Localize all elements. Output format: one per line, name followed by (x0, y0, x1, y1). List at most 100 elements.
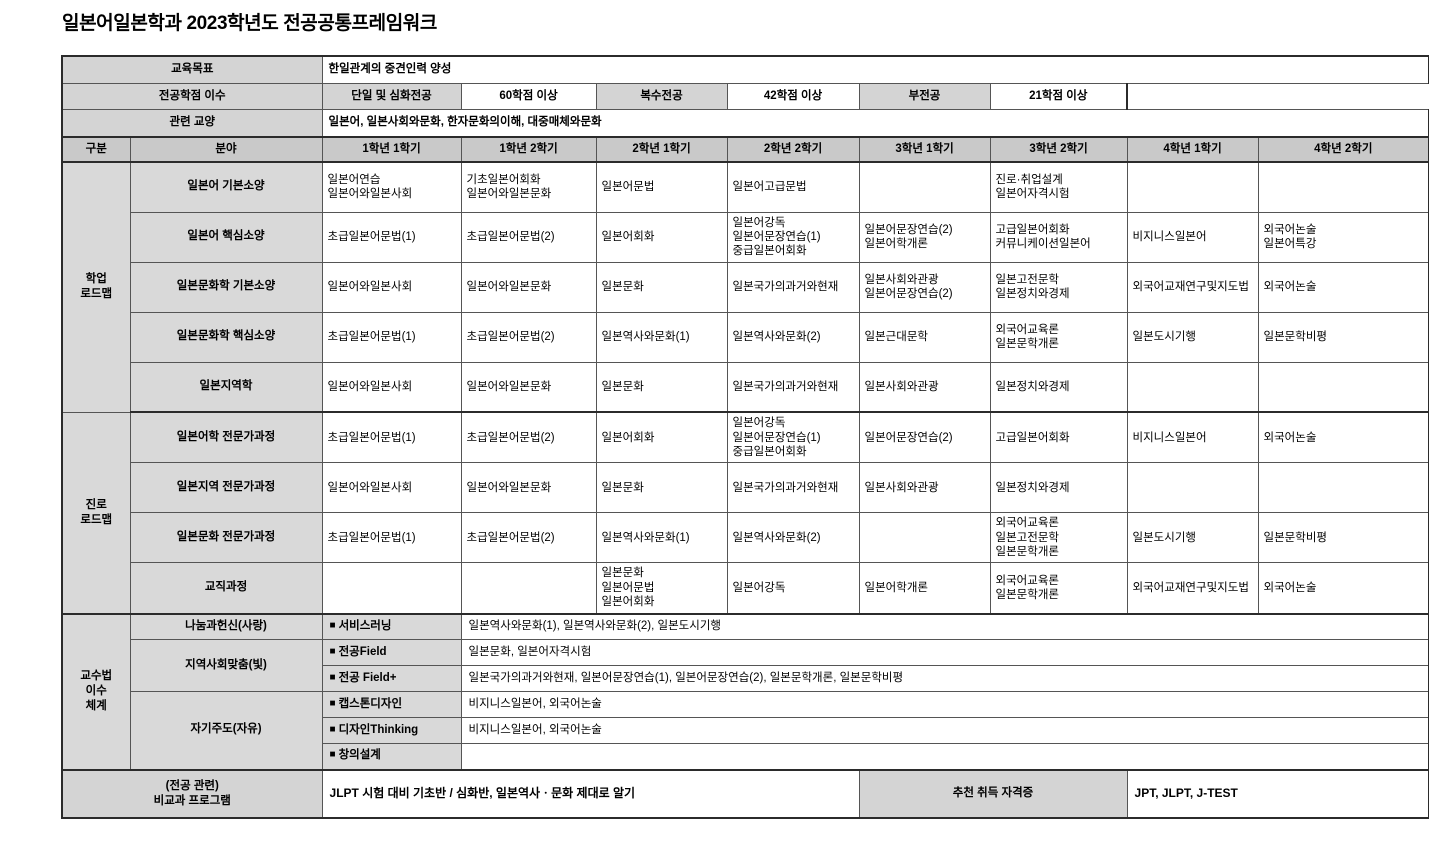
method-row: ■ 디자인Thinking 비지니스일본어, 외국어논술 (62, 717, 1429, 744)
course-name: 고급일본어회화 (995, 223, 1070, 236)
course-cell: 일본어와일본사회 (321, 462, 462, 514)
course-name: 일본어회화 (601, 596, 655, 609)
group-label-line1: 진로 (85, 498, 107, 511)
course-name: 외국어교육론 (995, 323, 1059, 336)
goal-label: 교육목표 (60, 55, 323, 84)
course-cell: 초급일본어문법(2) (460, 411, 597, 464)
course-cell: 초급일본어문법(1) (321, 211, 462, 263)
course-name: 일본어문장연습(2) (864, 431, 953, 444)
method-item-courses: 일본국가의과거와현재, 일본어문장연습(1), 일본어문장연습(2), 일본문학… (460, 665, 1429, 692)
course-cell: 일본어고급문법 (726, 161, 860, 213)
course-name: 초급일본어문법(1) (327, 431, 416, 444)
course-cell (1257, 361, 1429, 414)
course-name: 일본어와일본사회 (327, 380, 413, 393)
goal-value: 한일관계의 중견인력 양성 (321, 55, 1429, 84)
course-name: 일본사회와관광 (864, 380, 939, 393)
course-name: 외국어논술 (1263, 280, 1317, 293)
method-label-label_line1: 교수법 (80, 670, 113, 683)
footer-row: (전공 관련) 비교과 프로그램 JLPT 시험 대비 기초반 / 심화반, 일본역… (60, 769, 1429, 819)
roadmap-area-label: 일본어학 전문가과정 (129, 411, 323, 464)
col-header-area: 분야 (129, 136, 323, 163)
goal-row: 교육목표 한일관계의 중견인력 양성 (60, 55, 1429, 84)
method-item-name-cell: ■ 전공 Field+ (321, 665, 462, 692)
course-cell: 비지니스일본어 (1126, 411, 1259, 464)
col-header-semester-6: 3학년 2학기 (989, 136, 1128, 163)
course-name: 일본어회화 (601, 431, 655, 444)
method-row: 자기주도(자유) ■ 캡스톤디자인 비지니스일본어, 외국어논술 (62, 691, 1429, 771)
roadmap-row: 일본지역학 일본어와일본사회 일본어와일본문화 일본문화 일본국가의과거와현재 일본사회와… (62, 361, 1429, 414)
course-name: 일본국가의과거와현재 (732, 380, 839, 393)
extracurricular-value: JLPT 시험 대비 기초반 / 심화반, 일본역사ㆍ문화 제대로 알기 (321, 769, 860, 819)
course-name: 커뮤니케이션일본어 (995, 238, 1091, 251)
group-label-line2: 로드맵 (80, 288, 113, 301)
col-header-semester-5: 3학년 1학기 (858, 136, 991, 163)
course-name: 초급일본어문법(2) (466, 531, 555, 544)
extracurricular-label: (전공 관련) 비교과 프로그램 (60, 769, 323, 819)
col-header-semester-4: 2학년 2학기 (726, 136, 860, 163)
method-item-name: 창의설계 (338, 749, 381, 762)
credits-label: 전공학점 이수 (60, 83, 323, 110)
course-cell (460, 562, 597, 615)
course-name: 일본문학개론 (995, 588, 1059, 601)
course-name: 일본도시기행 (1132, 531, 1196, 544)
course-cell: 일본어문법 (595, 161, 728, 213)
course-name: 중급일본어회화 (732, 245, 807, 258)
course-cell: 일본역사와문화(1) (595, 512, 728, 564)
course-cell: 일본어연습 일본어와일본사회 (321, 161, 462, 213)
course-cell: 일본어와일본사회 (321, 261, 462, 313)
course-cell: 일본도시기행 (1126, 512, 1259, 564)
bullet-square-icon: ■ (329, 645, 336, 657)
roadmap-row: 일본지역 전문가과정 일본어와일본사회 일본어와일본문화 일본문화 일본국가의과거와현재… (62, 462, 1429, 514)
course-name: 일본문화 (601, 280, 644, 293)
course-cell: 일본고전문학 일본정치와경제 (989, 261, 1128, 313)
certification-value: JPT, JLPT, J-TEST (1126, 769, 1429, 819)
course-cell: 일본정치와경제 (989, 462, 1128, 514)
group-label-line1: 학업 (85, 273, 107, 286)
roadmap-area-label: 일본문화 전문가과정 (129, 512, 323, 564)
method-item-courses: 일본문화, 일본어자격시험 (460, 639, 1429, 666)
course-name: 기초일본어회화 (466, 173, 541, 186)
group-label-line2: 로드맵 (80, 513, 113, 526)
course-cell: 초급일본어문법(1) (321, 311, 462, 363)
method-item-name: 서비스러닝 (338, 619, 392, 632)
course-cell: 초급일본어문법(1) (321, 411, 462, 464)
credit-type-0: 단일 및 심화전공 (321, 83, 462, 110)
course-name: 외국어논술 (1263, 223, 1317, 236)
bullet-square-icon: ■ (329, 749, 336, 761)
course-cell (1126, 361, 1259, 414)
course-name: 일본문화 (601, 481, 644, 494)
method-item-name-cell: ■ 디자인Thinking (321, 717, 462, 744)
course-cell: 일본역사와문화(2) (726, 512, 860, 564)
course-name: 일본어와일본문화 (466, 380, 552, 393)
course-name: 초급일본어문법(1) (327, 230, 416, 243)
method-item-name: 전공Field (338, 645, 387, 658)
course-name: 일본고전문학 (995, 531, 1059, 544)
method-item-courses: 비지니스일본어, 외국어논술 (460, 691, 1429, 718)
course-cell: 일본사회와관광 (858, 361, 991, 414)
liberal-label: 관련 교양 (60, 109, 323, 138)
course-name: 일본어문장연습(1) (732, 431, 821, 444)
course-cell: 일본어강독 일본어문장연습(1) 중급일본어회화 (726, 411, 860, 464)
course-name: 진로·취업설계 (995, 173, 1063, 186)
course-cell: 일본근대문학 (858, 311, 991, 363)
course-cell: 일본국가의과거와현재 (726, 361, 860, 414)
course-name: 일본어와일본문화 (466, 481, 552, 494)
framework-table-wrapper: 교육목표 한일관계의 중견인력 양성 전공학점 이수 단일 및 심화전공 60학점 이상… (60, 55, 1429, 819)
bullet-square-icon: ■ (329, 671, 336, 683)
method-category: 지역사회맞춤(빛) (129, 639, 323, 692)
course-cell: 일본역사와문화(2) (726, 311, 860, 363)
course-cell: 일본어문장연습(2) (858, 411, 991, 464)
col-header-semester-8: 4학년 2학기 (1257, 136, 1429, 163)
course-cell: 일본문학비평 (1257, 311, 1429, 363)
course-cell: 초급일본어문법(2) (460, 211, 597, 263)
roadmap-area-label: 일본지역학 (129, 361, 323, 414)
course-cell (1257, 462, 1429, 514)
column-header-row: 구분 분야 1학년 1학기 1학년 2학기 2학년 1학기 2학년 2학기 3학년 1학기 3… (61, 136, 1429, 163)
course-name: 일본고전문학 (995, 273, 1059, 286)
course-name: 고급일본어회화 (995, 431, 1070, 444)
course-name: 일본어특강 (1263, 238, 1317, 251)
method-row: ■ 전공 Field+ 일본국가의과거와현재, 일본어문장연습(1), 일본어문장연… (62, 665, 1429, 692)
course-cell: 진로·취업설계 일본어자격시험 (989, 161, 1128, 213)
course-name: 초급일본어문법(2) (466, 431, 555, 444)
course-name: 외국어교육론 (995, 574, 1059, 587)
